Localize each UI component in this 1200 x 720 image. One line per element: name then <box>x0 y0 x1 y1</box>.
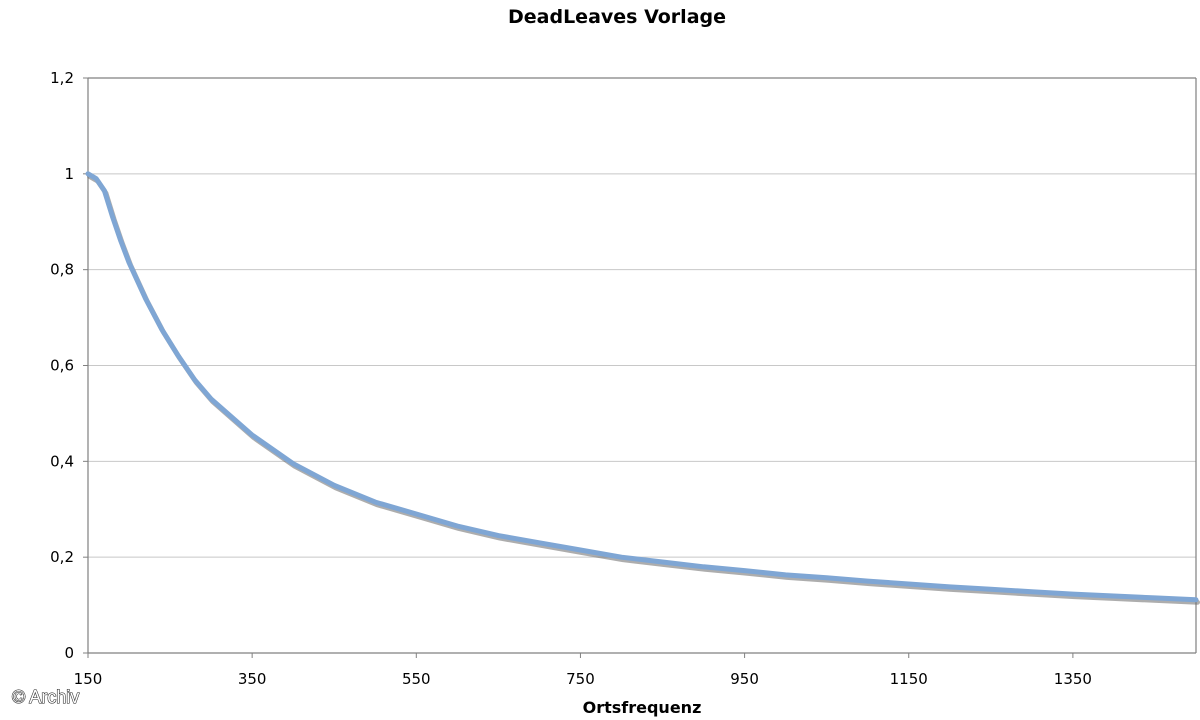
series-line <box>85 171 1199 603</box>
y-tick-label: 0,2 <box>50 548 74 566</box>
x-tick-label: 150 <box>74 670 103 688</box>
tick-labels: 0 0,2 0,4 0,6 0,8 1 1,2 150 350 550 750 950 1150 1350 <box>50 69 1092 688</box>
y-tick-label: 1,2 <box>50 69 74 87</box>
y-tick-label: 1 <box>64 165 74 183</box>
x-tick-label: 750 <box>566 670 595 688</box>
y-tick-label: 0,8 <box>50 261 74 279</box>
x-tick-label: 950 <box>730 670 759 688</box>
chart-title: DeadLeaves Vorlage <box>508 6 726 28</box>
x-tick-label: 1350 <box>1054 670 1092 688</box>
x-tick-label: 1150 <box>890 670 928 688</box>
x-tick-label: 550 <box>402 670 431 688</box>
x-tick-label: 350 <box>238 670 267 688</box>
y-tick-label: 0 <box>64 644 74 662</box>
series-line-shadow <box>87 173 1200 605</box>
series-layer <box>85 171 1200 605</box>
y-tick-label: 0,6 <box>50 357 74 375</box>
watermark: © Archiv <box>12 687 79 707</box>
grid-lines <box>88 77 1196 558</box>
x-axis-label: Ortsfrequenz <box>583 698 702 717</box>
y-tick-label: 0,4 <box>50 452 74 470</box>
